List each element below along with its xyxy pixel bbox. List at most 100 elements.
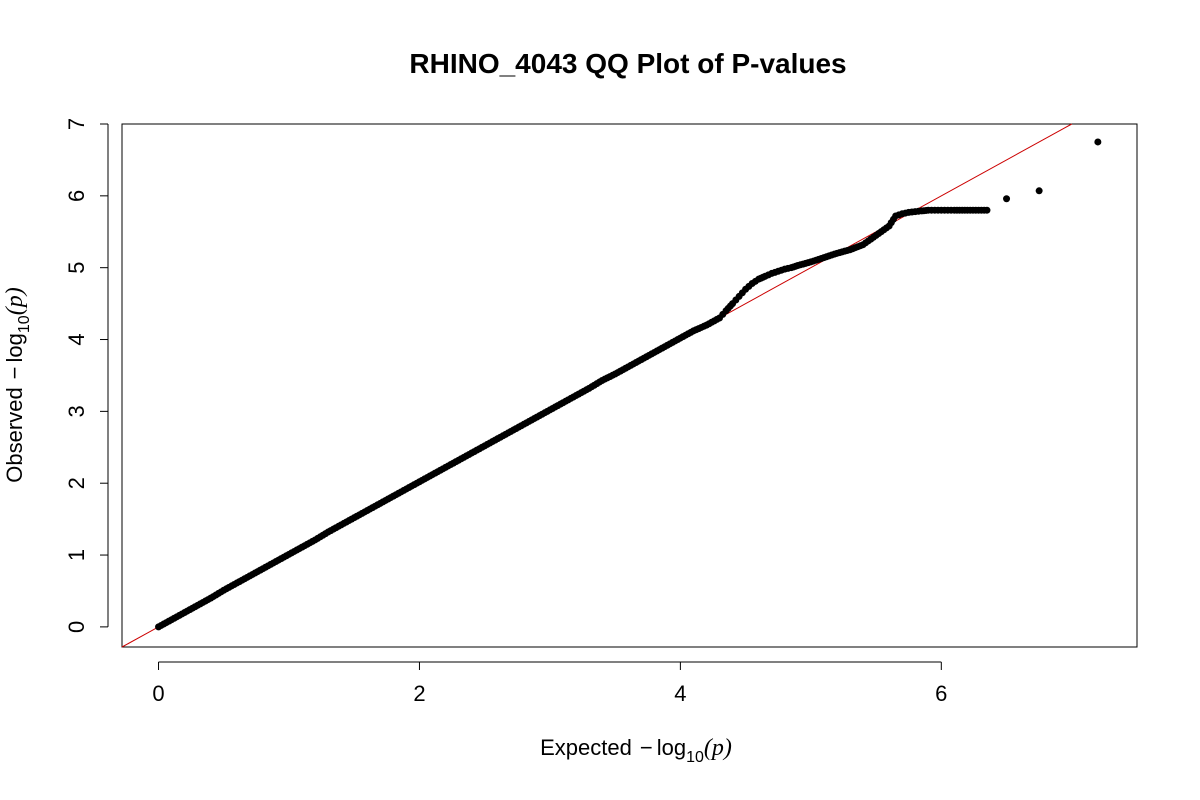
qq-point [761,272,769,280]
y-tick-label: 6 [64,190,89,202]
qq-point [350,514,358,522]
qq-point [272,558,280,566]
qq-point [794,262,802,270]
qq-point [481,442,489,450]
qq-point [259,565,267,573]
qq-point [781,265,789,273]
qq-point [742,285,750,293]
qq-point [689,327,697,335]
qq-point [298,543,306,551]
qq-point [324,528,332,536]
y-tick-label: 3 [64,405,89,417]
qq-point [246,572,254,580]
y-tick-label: 4 [64,333,89,345]
y-axis-label-arg: (p) [2,287,28,315]
y-ticks: 0 1 2 3 4 5 6 7 [64,118,108,633]
qq-point [944,206,952,214]
qq-point [415,478,423,486]
qq-point [937,206,945,214]
qq-point [520,420,528,428]
qq-point [807,258,815,266]
qq-point [233,579,241,587]
qq-point [1003,195,1011,203]
qq-point [898,210,906,218]
qq-point [859,241,867,249]
chart-title: RHINO_4043 QQ Plot of P-values [409,48,846,79]
qq-point [637,356,645,364]
qq-point [833,249,841,257]
qq-point [748,279,756,287]
qq-point [755,275,763,283]
qq-point [1094,138,1102,146]
qq-point [722,307,730,315]
qq-point [892,212,900,220]
qq-point [429,471,437,479]
qq-point [905,208,913,216]
qq-point [624,363,632,371]
qq-point [872,231,880,239]
qq-point [194,601,202,609]
qq-point [611,370,619,378]
qq-point [885,222,893,230]
qq-point [546,406,554,414]
x-ticks: 0 2 4 6 [152,662,947,706]
qq-point [950,206,958,214]
qq-point [924,206,932,214]
x-tick-label: 4 [674,681,686,706]
points-layer [155,138,1102,631]
qq-point [931,206,939,214]
y-tick-label: 0 [64,621,89,633]
qq-point [285,550,293,558]
qq-point [676,334,684,342]
qq-point [729,300,737,308]
qq-point [911,208,919,216]
y-axis-label-minus: − [2,366,27,379]
x-axis-label-minus: − [640,735,653,760]
qq-point [716,314,724,322]
qq-point [768,269,776,277]
qq-point [774,267,782,275]
qq-point [1035,187,1043,195]
qq-point [820,254,828,262]
y-axis-label-prefix: Observed [2,387,27,482]
qq-point [402,485,410,493]
x-tick-label: 6 [935,681,947,706]
plot-frame [121,123,1138,648]
qq-point [220,586,228,594]
y-tick-label: 5 [64,262,89,274]
x-tick-label: 2 [413,681,425,706]
qq-point [598,376,606,384]
x-axis-label: Expected − log10(p) [540,735,732,766]
qq-point [442,463,450,471]
y-axis-label: Observed − log10(p) [2,287,33,482]
qq-point [311,536,319,544]
qq-point [650,348,658,356]
qq-point [585,384,593,392]
qq-point [155,623,163,631]
qq-point [559,399,567,407]
qq-point [918,207,926,215]
qq-point [983,206,991,214]
y-axis-label-subscript: 10 [16,315,33,333]
qq-point [702,321,710,329]
qq-point [494,435,502,443]
qq-point [363,507,371,515]
qq-point [846,246,854,254]
qq-point [533,413,541,421]
x-axis-label-log: log [657,735,686,760]
qq-point [337,521,345,529]
qq-point [181,609,189,617]
qq-point [207,594,215,602]
y-tick-label: 2 [64,477,89,489]
qq-point [787,264,795,272]
x-axis: 0 2 4 6 [152,661,947,706]
qq-point [663,341,671,349]
plot-area [121,123,1138,648]
qq-point [572,392,580,400]
y-axis-label-log: log [2,333,27,362]
x-axis-label-subscript: 10 [686,749,704,766]
y-axis: 0 1 2 3 4 5 6 7 [64,118,109,633]
qq-point [389,492,397,500]
qq-point [735,292,743,300]
